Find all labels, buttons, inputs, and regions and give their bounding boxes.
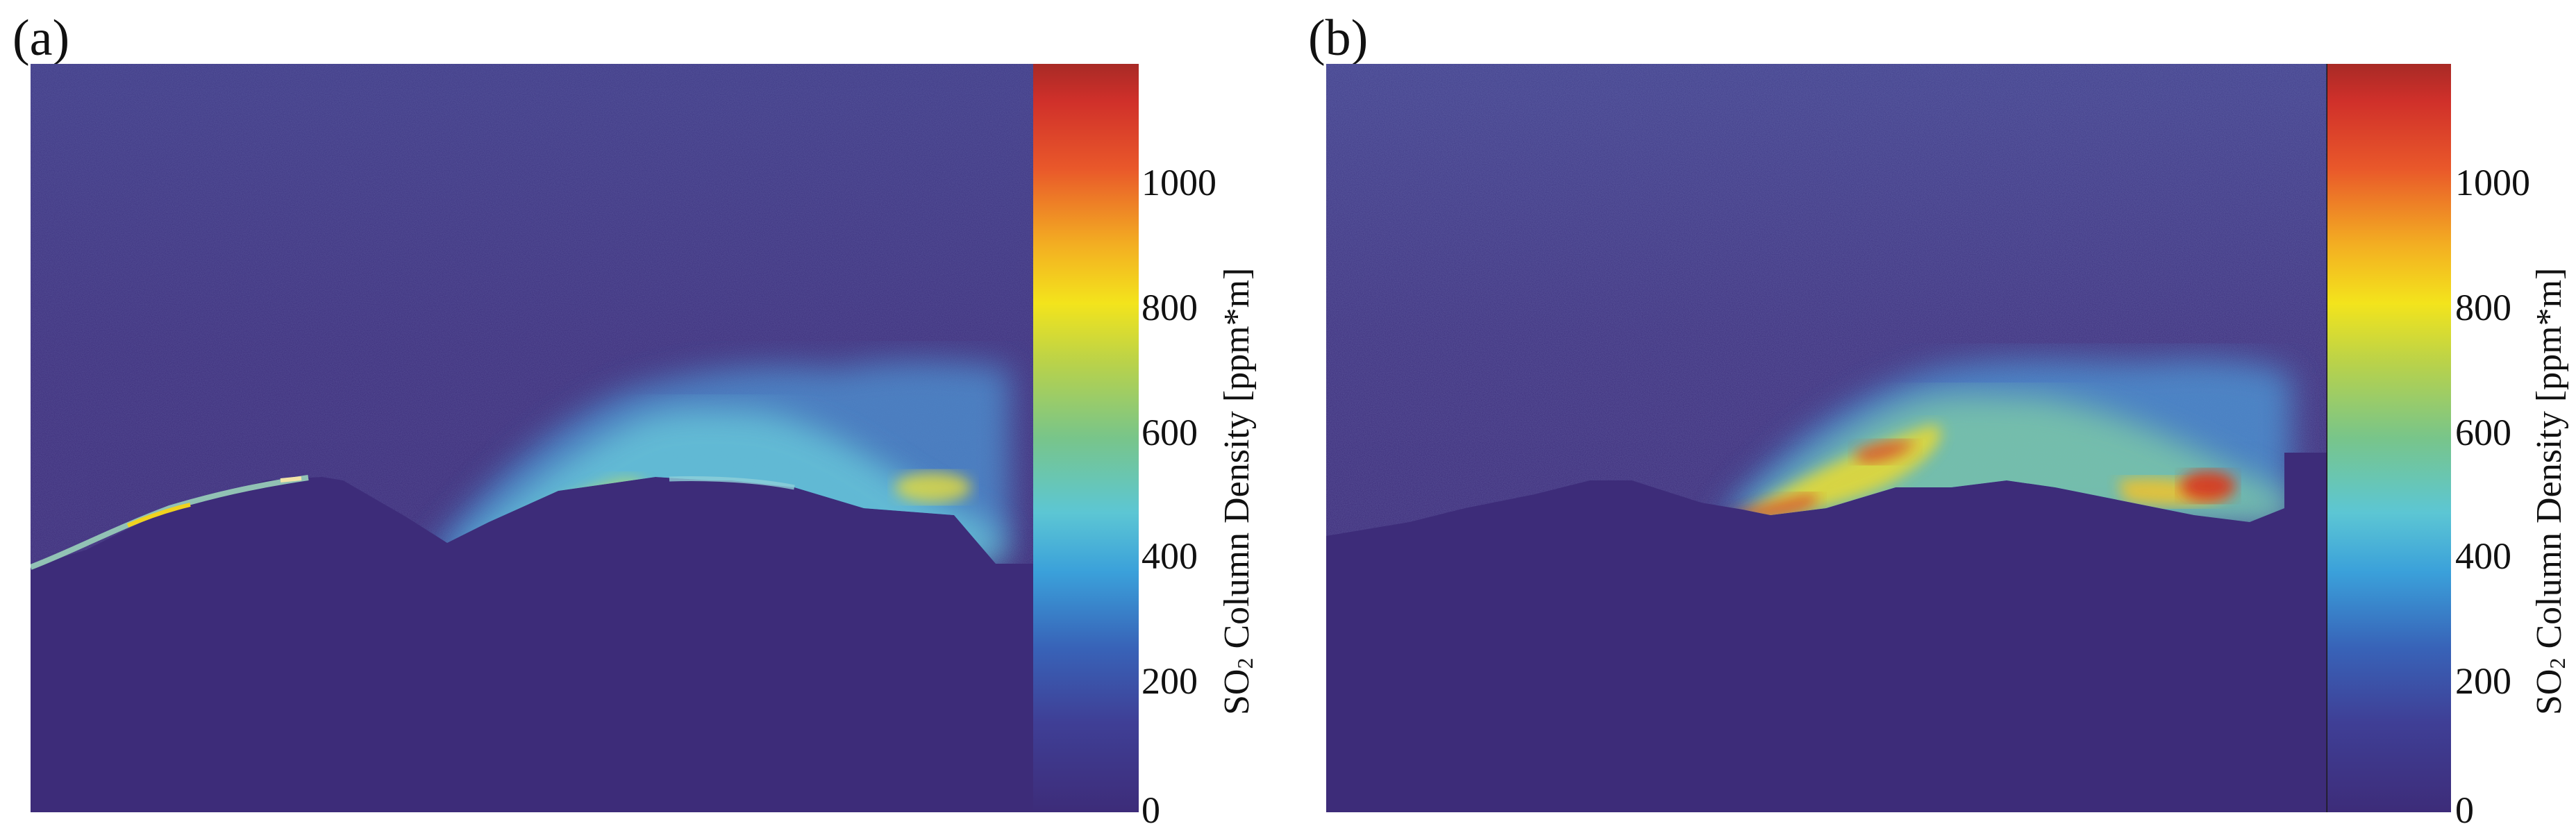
panel-a-tick-1000: 1000 [1141,162,1216,203]
panel-b-label: (b) [1308,10,1369,67]
panel-b-tick-800: 800 [2455,287,2511,328]
panel-a-so2-image [31,64,1033,812]
panel-a-label: (a) [12,10,70,67]
panel-a-tick-0: 0 [1141,789,1160,831]
panel-b-tick-600: 600 [2455,412,2511,453]
panel-b-tick-0: 0 [2455,789,2474,831]
panel-a-colorbar [1033,64,1139,812]
panel-a-tick-200: 200 [1141,660,1198,702]
panel-b-tick-400: 400 [2455,535,2511,577]
panel-b-tick-200: 200 [2455,660,2511,702]
panel-a-tick-400: 400 [1141,535,1198,577]
panel-b-colorbar [2327,64,2451,812]
panel-a-colorbar-title: SO2 Column Density [ppm*m] [1217,267,1257,715]
panel-a-tick-800: 800 [1141,287,1198,328]
panel-b-plume [1715,360,2291,522]
panel-b-colorbar-title: SO2 Column Density [ppm*m] [2529,267,2570,715]
panel-b-tick-1000: 1000 [2455,162,2530,203]
panel-a-tick-600: 600 [1141,412,1198,453]
panel-b-so2-image [1326,64,2327,812]
